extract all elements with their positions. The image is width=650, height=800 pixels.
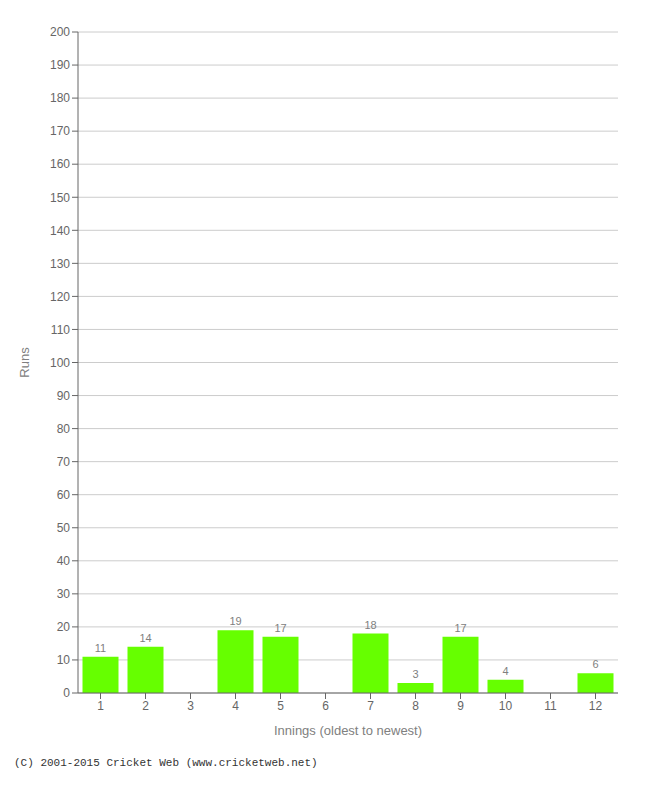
svg-text:170: 170	[50, 124, 70, 138]
svg-text:8: 8	[412, 699, 419, 713]
svg-text:4: 4	[502, 665, 508, 677]
svg-text:130: 130	[50, 257, 70, 271]
svg-text:12: 12	[589, 699, 603, 713]
svg-text:Runs: Runs	[17, 347, 32, 378]
svg-text:190: 190	[50, 58, 70, 72]
svg-text:10: 10	[57, 653, 71, 667]
svg-text:30: 30	[57, 587, 71, 601]
svg-text:100: 100	[50, 356, 70, 370]
svg-text:11: 11	[95, 642, 106, 654]
svg-text:60: 60	[57, 488, 71, 502]
svg-text:90: 90	[57, 389, 71, 403]
svg-text:7: 7	[367, 699, 374, 713]
svg-text:200: 200	[50, 25, 70, 39]
svg-text:18: 18	[364, 619, 376, 631]
svg-text:140: 140	[50, 224, 70, 238]
svg-text:10: 10	[499, 699, 513, 713]
svg-text:1: 1	[97, 699, 104, 713]
svg-text:5: 5	[277, 699, 284, 713]
svg-text:110: 110	[51, 323, 70, 337]
svg-text:180: 180	[50, 91, 70, 105]
svg-text:80: 80	[57, 422, 71, 436]
svg-text:11: 11	[544, 699, 557, 713]
svg-text:Innings (oldest to newest): Innings (oldest to newest)	[274, 723, 422, 738]
svg-text:120: 120	[50, 290, 70, 304]
svg-text:17: 17	[274, 622, 286, 634]
svg-text:70: 70	[57, 455, 71, 469]
svg-text:160: 160	[50, 157, 70, 171]
svg-text:40: 40	[57, 554, 71, 568]
svg-text:9: 9	[457, 699, 464, 713]
svg-text:20: 20	[57, 620, 71, 634]
svg-text:14: 14	[139, 632, 151, 644]
svg-text:19: 19	[229, 615, 241, 627]
svg-text:17: 17	[454, 622, 466, 634]
html-text:(C) 2001-2015 Cricket Web (www: (C) 2001-2015 Cricket Web (www.cricketwe…	[14, 757, 318, 769]
svg-text:6: 6	[322, 699, 329, 713]
svg-text:2: 2	[142, 699, 149, 713]
svg-text:150: 150	[50, 191, 70, 205]
svg-text:6: 6	[592, 658, 598, 670]
svg-text:4: 4	[232, 699, 239, 713]
svg-text:0: 0	[63, 686, 70, 700]
svg-text:3: 3	[412, 668, 418, 680]
svg-text:3: 3	[187, 699, 194, 713]
svg-text:50: 50	[57, 521, 71, 535]
